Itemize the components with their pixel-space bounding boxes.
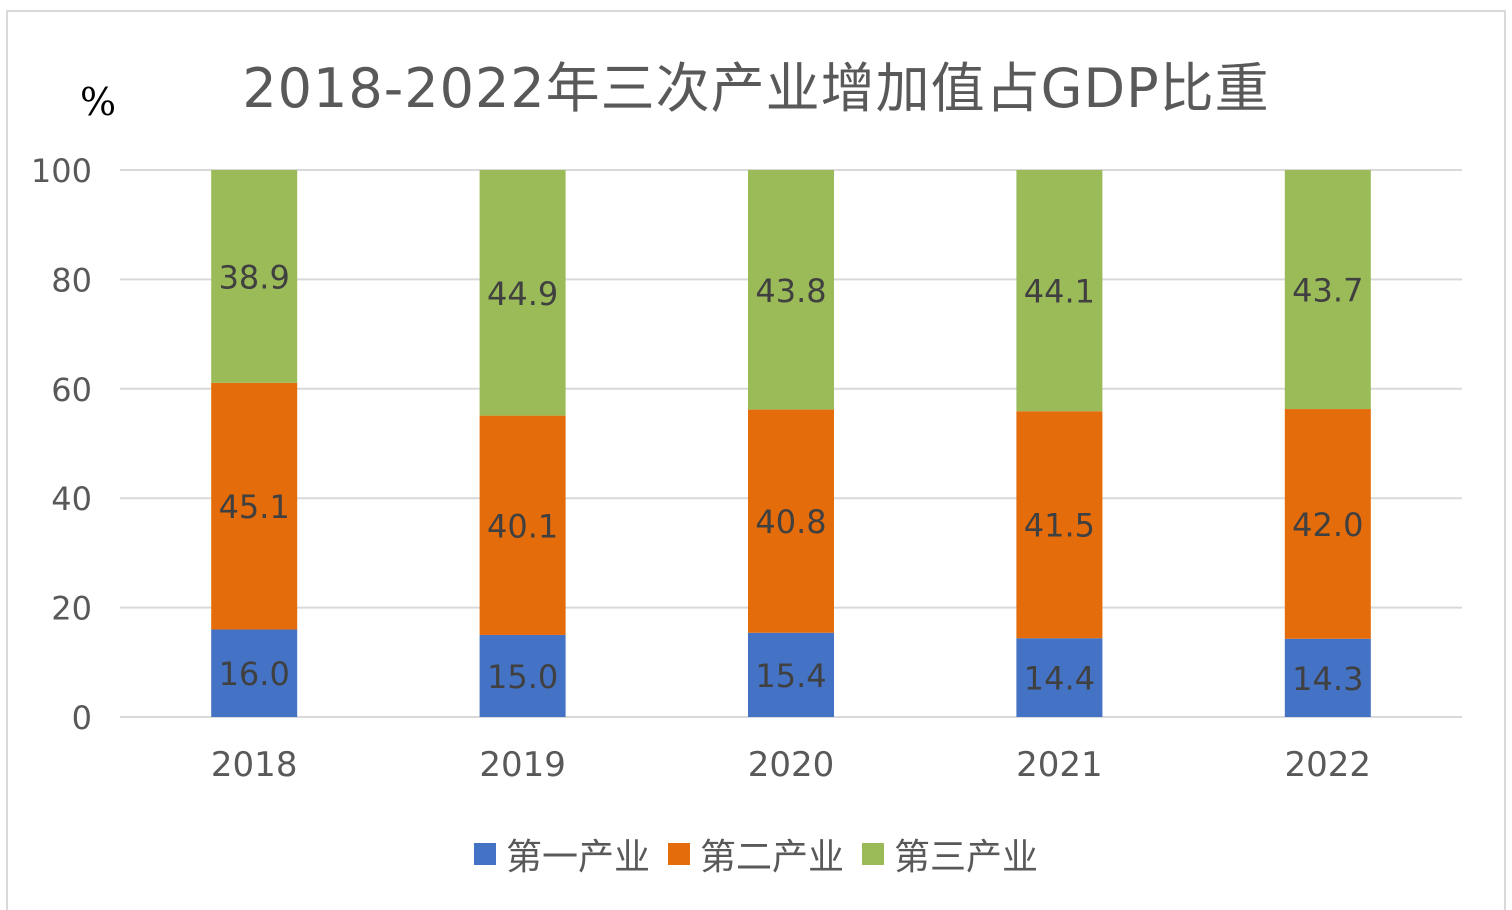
- data-label: 16.0: [219, 655, 290, 693]
- y-axis-unit-label: %: [80, 80, 117, 124]
- y-tick-label: 80: [51, 261, 92, 299]
- y-tick-label: 40: [51, 480, 92, 518]
- bars: [211, 170, 1371, 717]
- bar-segment: [748, 632, 834, 717]
- bar-segment: [1284, 170, 1371, 410]
- bar-segment: [1284, 638, 1371, 717]
- y-tick-label: 0: [72, 699, 92, 737]
- x-tick-label: 2022: [1285, 745, 1372, 785]
- data-labels: 16.0 45.1 38.9 15.0 40.1 44.9 15.4 40.8 43.8 14.4…: [219, 258, 1364, 697]
- data-label: 45.1: [219, 488, 290, 526]
- data-label: 40.8: [755, 503, 826, 541]
- bar-segment: [211, 629, 298, 717]
- bar-segment: [479, 634, 566, 717]
- legend-swatch-tertiary: [862, 843, 884, 865]
- data-label: 15.0: [487, 658, 558, 696]
- data-label: 43.7: [1292, 272, 1363, 310]
- data-label: 43.8: [755, 272, 826, 310]
- data-label: 14.3: [1292, 660, 1363, 698]
- data-label: 38.9: [219, 258, 290, 296]
- chart-title: 2018-2022年三次产业增加值占GDP比重: [242, 57, 1270, 120]
- legend-item-tertiary[interactable]: 第三产业: [862, 828, 1038, 880]
- y-tick-label: 20: [51, 590, 92, 628]
- data-label: 40.1: [487, 507, 558, 545]
- data-label: 44.1: [1024, 273, 1095, 311]
- data-label: 42.0: [1292, 506, 1363, 544]
- data-label: 14.4: [1024, 660, 1095, 698]
- data-label: 41.5: [1024, 507, 1095, 545]
- legend-label-tertiary: 第三产业: [894, 837, 1039, 878]
- legend-label-secondary: 第二产业: [699, 837, 844, 878]
- bar-segment: [748, 170, 834, 410]
- legend-item-secondary[interactable]: 第二产业: [667, 828, 844, 880]
- bar-segment: [479, 415, 566, 635]
- legend: 第一产业 第二产业 第三产业: [0, 828, 1512, 880]
- data-label: 44.9: [487, 275, 558, 313]
- x-tick-label: 2018: [211, 745, 298, 785]
- y-tick-label: 60: [51, 371, 92, 409]
- legend-item-primary[interactable]: 第一产业: [473, 828, 650, 880]
- x-tick-label: 2020: [748, 745, 835, 785]
- x-tick-label: 2019: [479, 745, 566, 785]
- x-tick-label: 2021: [1016, 745, 1103, 785]
- bar-segment: [211, 170, 298, 383]
- bar-segment: [1284, 409, 1371, 639]
- bar-segment: [1016, 411, 1103, 639]
- bar-segment: [1016, 638, 1103, 717]
- legend-swatch-secondary: [667, 843, 690, 865]
- y-axis-ticks: 0 20 40 60 80 100: [31, 152, 92, 737]
- bar-segment: [479, 170, 566, 416]
- data-label: 15.4: [755, 657, 826, 695]
- bar-segment: [748, 409, 834, 633]
- bar-segment: [211, 382, 298, 630]
- bar-segment: [1016, 170, 1103, 412]
- legend-swatch-primary: [473, 843, 496, 865]
- legend-label-primary: 第一产业: [505, 837, 650, 878]
- x-axis-ticks: 2018 2019 2020 2021 2022: [211, 745, 1371, 785]
- y-tick-label: 100: [31, 152, 92, 190]
